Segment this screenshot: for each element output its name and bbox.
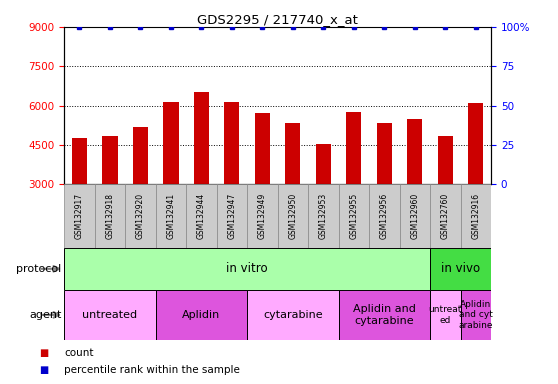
Text: agent: agent: [29, 310, 61, 320]
Bar: [460, 184, 491, 248]
Bar: [430, 184, 460, 248]
Bar: [64, 248, 430, 290]
Bar: [339, 184, 369, 248]
Bar: [133, 127, 148, 184]
Text: GSM132949: GSM132949: [258, 193, 267, 239]
Text: ■: ■: [39, 348, 49, 358]
Bar: [316, 144, 331, 184]
Bar: [95, 184, 125, 248]
Bar: [64, 184, 95, 248]
Text: Aplidin: Aplidin: [182, 310, 220, 320]
Text: GSM132950: GSM132950: [288, 193, 297, 239]
Bar: [460, 290, 491, 340]
Bar: [255, 114, 270, 184]
Text: GSM132944: GSM132944: [197, 193, 206, 239]
Bar: [285, 122, 300, 184]
Text: GSM132960: GSM132960: [410, 193, 419, 239]
Text: cytarabine: cytarabine: [263, 310, 323, 320]
Bar: [468, 103, 483, 184]
Bar: [247, 184, 277, 248]
Bar: [377, 122, 392, 184]
Bar: [430, 290, 460, 340]
Bar: [437, 136, 453, 184]
Text: in vivo: in vivo: [441, 262, 480, 275]
Bar: [369, 184, 400, 248]
Text: protocol: protocol: [16, 264, 61, 274]
Bar: [72, 138, 87, 184]
Bar: [194, 93, 209, 184]
Bar: [156, 290, 247, 340]
Bar: [277, 184, 308, 248]
Text: count: count: [64, 348, 94, 358]
Title: GDS2295 / 217740_x_at: GDS2295 / 217740_x_at: [197, 13, 358, 26]
Text: GSM132956: GSM132956: [380, 193, 389, 239]
Text: ■: ■: [39, 365, 49, 375]
Text: GSM132916: GSM132916: [472, 193, 480, 239]
Text: percentile rank within the sample: percentile rank within the sample: [64, 365, 240, 375]
Bar: [224, 102, 239, 184]
Bar: [217, 184, 247, 248]
Text: untreated: untreated: [83, 310, 137, 320]
Text: Aplidin and
cytarabine: Aplidin and cytarabine: [353, 304, 416, 326]
Bar: [163, 102, 179, 184]
Bar: [247, 290, 339, 340]
Text: GSM132941: GSM132941: [166, 193, 175, 239]
Bar: [339, 290, 430, 340]
Text: GSM132917: GSM132917: [75, 193, 84, 239]
Text: in vitro: in vitro: [227, 262, 268, 275]
Text: GSM132918: GSM132918: [105, 193, 114, 239]
Text: GSM132760: GSM132760: [441, 193, 450, 239]
Text: Aplidin
and cyt
arabine: Aplidin and cyt arabine: [459, 300, 493, 330]
Bar: [400, 184, 430, 248]
Bar: [156, 184, 186, 248]
Text: GSM132953: GSM132953: [319, 193, 328, 239]
Bar: [407, 119, 422, 184]
Bar: [102, 136, 118, 184]
Bar: [64, 290, 156, 340]
Bar: [430, 248, 491, 290]
Text: GSM132947: GSM132947: [227, 193, 237, 239]
Text: GSM132955: GSM132955: [349, 193, 358, 239]
Text: untreat
ed: untreat ed: [429, 305, 462, 324]
Bar: [346, 112, 362, 184]
Bar: [308, 184, 339, 248]
Text: GSM132920: GSM132920: [136, 193, 145, 239]
Bar: [186, 184, 217, 248]
Bar: [125, 184, 156, 248]
